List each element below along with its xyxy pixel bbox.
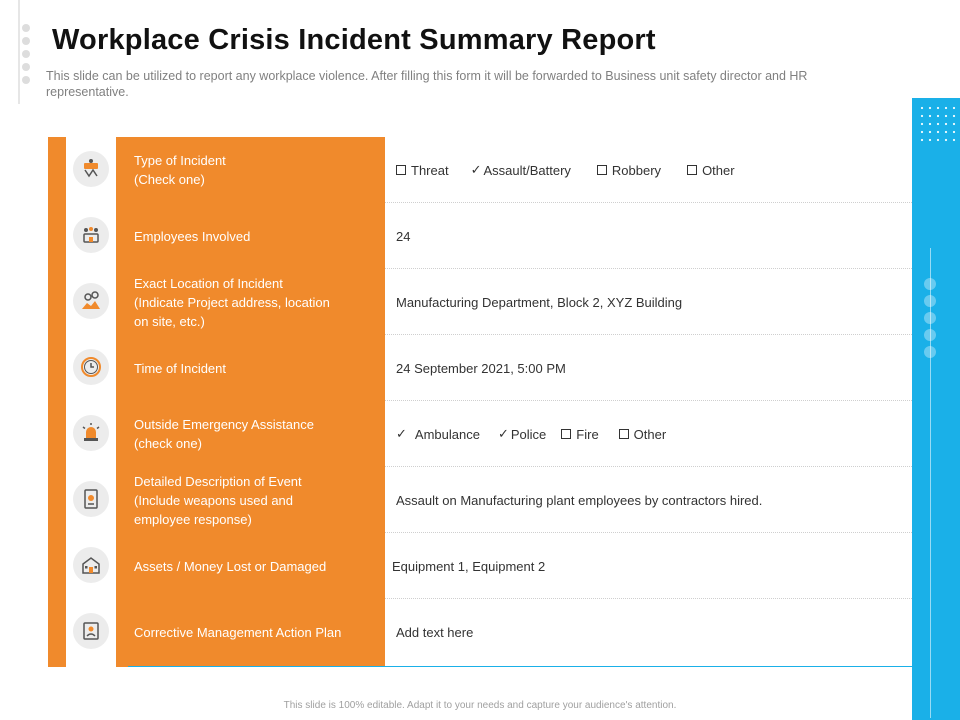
table-bottom-border xyxy=(128,666,912,667)
description-value[interactable]: Assault on Manufacturing plant employees… xyxy=(396,492,763,508)
left-decor-dots xyxy=(22,24,32,89)
checkbox-empty-icon xyxy=(396,165,406,175)
option-police[interactable]: ✓ Police xyxy=(497,426,547,442)
form-row-assets: Assets / Money Lost or Damaged Equipment… xyxy=(66,533,912,599)
label-column xyxy=(116,137,385,667)
checkmark-icon: ✓ xyxy=(470,162,482,177)
incident-scene-icon xyxy=(73,151,109,187)
form-row-emergency: Outside Emergency Assistance (check one)… xyxy=(66,401,912,467)
employees-value[interactable]: 24 xyxy=(396,228,411,244)
location-pin-icon xyxy=(73,283,109,319)
decor-circles xyxy=(924,278,936,363)
page-subtitle: This slide can be utilized to report any… xyxy=(46,69,808,99)
form-row-location: Exact Location of Incident (Indicate Pro… xyxy=(66,269,912,335)
checkbox-empty-icon xyxy=(561,429,572,439)
orange-strip xyxy=(48,137,66,667)
building-icon xyxy=(73,547,109,583)
row-label: Type of Incident (Check one) xyxy=(134,153,226,187)
row-label: Corrective Management Action Plan xyxy=(134,624,342,640)
form-row-employees: Employees Involved 24 xyxy=(66,203,912,269)
footer-note: This slide is 100% editable. Adapt it to… xyxy=(283,700,677,711)
row-label: Employees Involved xyxy=(134,228,251,244)
option-assault-battery[interactable]: ✓ Assault/Battery xyxy=(470,162,571,178)
time-value[interactable]: 24 September 2021, 5:00 PM xyxy=(396,360,566,376)
form-row-action-plan: Corrective Management Action Plan Add te… xyxy=(66,599,912,665)
checkbox-empty-icon xyxy=(596,165,607,175)
row-label: Outside Emergency Assistance (check one) xyxy=(134,417,314,451)
clock-icon xyxy=(73,349,109,385)
row-label: Time of Incident xyxy=(134,360,227,376)
page-title: Workplace Crisis Incident Summary Report xyxy=(52,24,656,56)
checkbox-empty-icon xyxy=(618,429,629,439)
right-accent-bar xyxy=(912,98,960,720)
form-row-description: Detailed Description of Event (Include w… xyxy=(66,467,912,533)
option-fire[interactable]: Fire xyxy=(561,427,599,442)
row-label: Assets / Money Lost or Damaged xyxy=(134,558,327,574)
option-robbery[interactable]: Robbery xyxy=(596,163,661,178)
form-row-incident-type: Type of Incident (Check one) Threat ✓ Ass… xyxy=(66,137,912,203)
option-other[interactable]: Other xyxy=(687,163,735,178)
row-label: Detailed Description of Event (Include w… xyxy=(134,473,302,527)
emergency-siren-icon xyxy=(73,415,109,451)
employees-group-icon xyxy=(73,217,109,253)
checkmark-icon: ✓ xyxy=(396,426,407,441)
report-document-icon xyxy=(73,481,109,517)
emergency-options: ✓ Ambulance ✓ Police Fire Other xyxy=(396,401,666,467)
checkmark-icon: ✓ xyxy=(497,426,509,441)
action-plan-icon xyxy=(73,613,109,649)
action-plan-value[interactable]: Add text here xyxy=(396,624,474,640)
option-other[interactable]: Other xyxy=(618,427,666,442)
dot-pattern xyxy=(918,104,958,144)
row-label: Exact Location of Incident (Indicate Pro… xyxy=(134,275,330,329)
checkbox-empty-icon xyxy=(687,165,698,175)
assets-value[interactable]: Equipment 1, Equipment 2 xyxy=(392,558,546,574)
left-decor-line xyxy=(18,0,20,104)
location-value[interactable]: Manufacturing Department, Block 2, XYZ B… xyxy=(396,294,683,310)
option-threat[interactable]: Threat xyxy=(396,163,449,178)
option-ambulance[interactable]: ✓ Ambulance xyxy=(396,426,480,442)
incident-type-options: Threat ✓ Assault/Battery Robbery Other xyxy=(396,137,735,203)
form-row-time: Time of Incident 24 September 2021, 5:00… xyxy=(66,335,912,401)
